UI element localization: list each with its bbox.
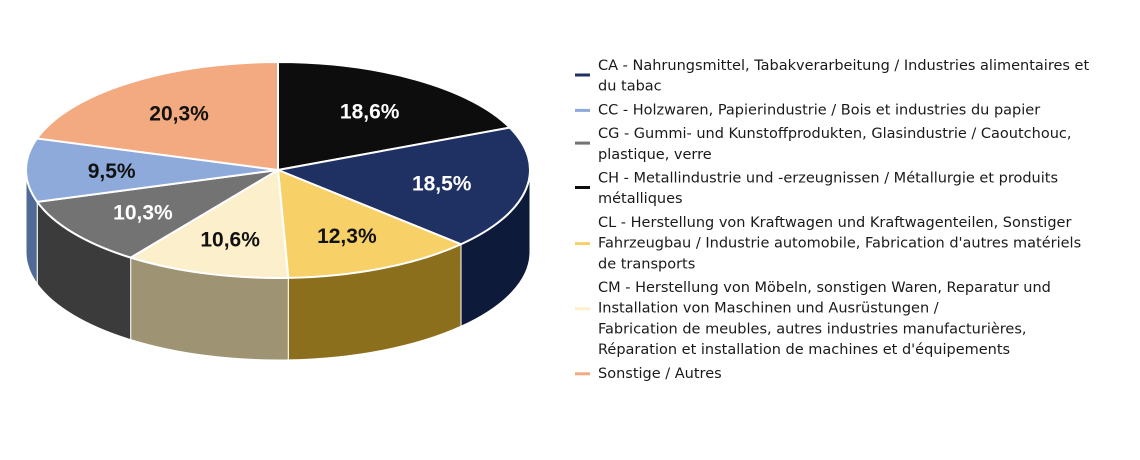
pie-slice-cc — [25, 137, 279, 203]
legend-entry-ch: CH - Metallindustrie und -erzeugnissen /… — [598, 171, 1058, 187]
legend-entry-cm: CM - Herstellung von Möbeln, sonstigen W… — [598, 280, 1051, 296]
pie-slice-ca — [277, 126, 531, 246]
pie-labels: 18,6% 18,5% 12,3% 10,6% 10,3% 9,5% 20,3% — [88, 101, 472, 252]
data-label-cc: 9,5% — [88, 160, 136, 183]
legend-entry-sonstige: Sonstige / Autres — [598, 366, 722, 382]
pie-slice-cm — [129, 169, 290, 279]
data-label-cg: 10,3% — [113, 202, 173, 225]
legend-entry-ca: CA - Nahrungsmittel, Tabakverarbeitung /… — [598, 58, 1089, 74]
legend-entry-cg: plastique, verre — [598, 147, 712, 163]
legend-entry-ca: du tabac — [598, 79, 662, 95]
pie-slice-ch — [277, 61, 511, 171]
data-label-cm: 10,6% — [200, 228, 260, 251]
pie-slice-cg — [36, 169, 279, 259]
legend-entry-cc: CC - Holzwaren, Papierindustrie / Bois e… — [598, 102, 1040, 118]
legend-entry-cl: CL - Herstellung von Kraftwagen und Kraf… — [598, 215, 1071, 231]
legend-entry-cm: Installation von Maschinen und Ausrüstun… — [598, 301, 939, 317]
data-label-ca: 18,5% — [412, 173, 472, 196]
pie-slice-sonstige — [36, 61, 279, 171]
legend-entry-cm: Fabrication de meubles, autres industrie… — [598, 321, 1027, 337]
legend: CA - Nahrungsmittel, Tabakverarbeitung /… — [575, 58, 1089, 382]
data-label-sonstige: 20,3% — [149, 103, 209, 126]
pie-slice-cl — [277, 169, 463, 279]
legend-entry-ch: métalliques — [598, 191, 683, 207]
legend-entry-cm: Réparation et installation de machines e… — [598, 342, 1010, 358]
legend-entry-cg: CG - Gummi- und Kunstoffprodukten, Glasi… — [598, 126, 1071, 142]
legend-entry-cl: Fahrzeugbau / Industrie automobile, Fabr… — [598, 236, 1081, 252]
data-label-ch: 18,6% — [340, 101, 400, 124]
legend-entry-cl: de transports — [598, 256, 695, 272]
data-label-cl: 12,3% — [317, 225, 377, 248]
pie-tops — [25, 61, 531, 279]
